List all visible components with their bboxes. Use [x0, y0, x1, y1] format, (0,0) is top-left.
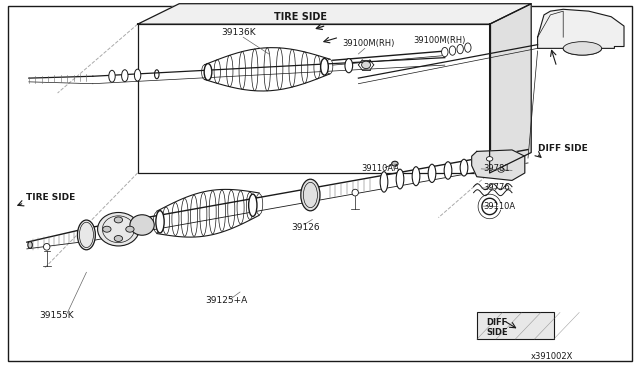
Ellipse shape — [428, 164, 436, 182]
Ellipse shape — [103, 226, 111, 232]
Ellipse shape — [444, 162, 452, 179]
Bar — [477, 312, 554, 339]
Text: 39781: 39781 — [483, 164, 510, 173]
Text: DIFF
SIDE: DIFF SIDE — [486, 318, 508, 337]
Ellipse shape — [115, 235, 123, 241]
Ellipse shape — [98, 212, 140, 246]
Ellipse shape — [156, 211, 164, 233]
Text: 39100M(RH): 39100M(RH) — [342, 39, 395, 48]
Polygon shape — [472, 150, 525, 180]
Ellipse shape — [476, 157, 484, 173]
Ellipse shape — [109, 70, 115, 82]
Ellipse shape — [396, 169, 404, 189]
Ellipse shape — [28, 241, 32, 248]
Ellipse shape — [460, 159, 468, 176]
Ellipse shape — [301, 179, 320, 211]
Bar — [138, 24, 490, 173]
Text: DIFF SIDE: DIFF SIDE — [538, 144, 588, 153]
Ellipse shape — [362, 61, 371, 68]
Ellipse shape — [122, 70, 128, 81]
Ellipse shape — [465, 43, 471, 52]
Ellipse shape — [77, 220, 95, 250]
Ellipse shape — [498, 168, 504, 172]
Text: 39100M(RH): 39100M(RH) — [413, 36, 465, 45]
Text: x391002X: x391002X — [531, 352, 573, 361]
Ellipse shape — [449, 46, 456, 55]
Ellipse shape — [380, 171, 388, 192]
Ellipse shape — [486, 157, 493, 161]
Ellipse shape — [130, 215, 154, 235]
Text: TIRE SIDE: TIRE SIDE — [26, 193, 75, 202]
Ellipse shape — [125, 226, 134, 232]
Ellipse shape — [249, 194, 257, 217]
Polygon shape — [490, 4, 531, 173]
Ellipse shape — [134, 69, 141, 81]
Ellipse shape — [392, 161, 398, 166]
Ellipse shape — [115, 217, 123, 223]
Text: 39125+A: 39125+A — [205, 296, 247, 305]
Ellipse shape — [442, 48, 448, 57]
Ellipse shape — [44, 243, 50, 250]
Text: 39155K: 39155K — [40, 311, 74, 320]
Ellipse shape — [412, 167, 420, 186]
Polygon shape — [138, 4, 531, 24]
Ellipse shape — [345, 59, 353, 73]
Ellipse shape — [492, 154, 500, 170]
Ellipse shape — [457, 45, 463, 54]
Text: TIRE SIDE: TIRE SIDE — [275, 12, 327, 22]
Ellipse shape — [563, 42, 602, 55]
Ellipse shape — [204, 64, 212, 80]
Polygon shape — [538, 9, 624, 48]
Text: 39776: 39776 — [483, 183, 510, 192]
Text: 39126: 39126 — [291, 223, 320, 232]
Text: 39110AA: 39110AA — [362, 164, 400, 173]
Ellipse shape — [352, 189, 358, 196]
Ellipse shape — [321, 58, 328, 75]
Text: 39110A: 39110A — [483, 202, 515, 211]
Text: 39136K: 39136K — [221, 28, 255, 37]
